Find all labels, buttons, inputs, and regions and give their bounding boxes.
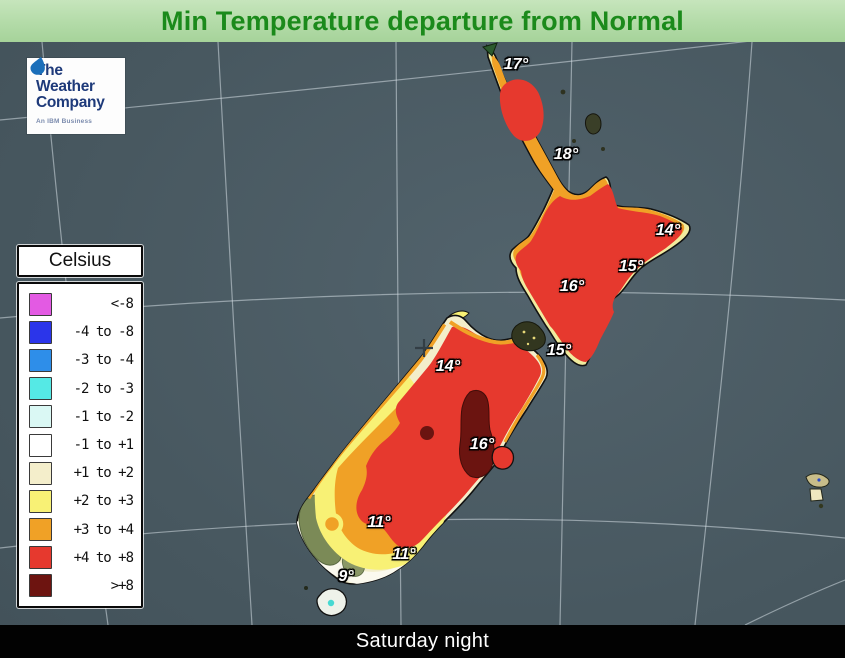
temp-label: 16° <box>469 436 495 454</box>
band-over8-dot <box>420 426 434 440</box>
legend-label: +1 to +2 <box>73 465 134 482</box>
valid-time-caption: Saturday night <box>355 630 490 652</box>
droplet-icon <box>30 56 45 75</box>
east-coast-fringe <box>503 354 546 443</box>
legend-swatch <box>29 292 52 316</box>
temp-label: 14° <box>655 222 681 240</box>
band-plus4-8-core <box>356 326 542 549</box>
legend-row: <-8 <box>29 290 135 318</box>
islet <box>560 89 566 95</box>
meridian-line <box>217 42 253 625</box>
legend-swatch <box>29 574 52 598</box>
logo-text-weather: Weather <box>36 78 95 95</box>
islet <box>572 139 576 143</box>
north-coast-fringe <box>448 320 515 345</box>
legend-row: -4 to -8 <box>29 318 135 346</box>
islet <box>304 586 308 590</box>
otago-ring-spot <box>320 512 344 536</box>
chatham-south <box>809 488 824 502</box>
stewart-island <box>304 586 348 617</box>
logo-tagline: An IBM Business <box>36 118 93 125</box>
sounds-fleck <box>532 336 536 340</box>
south-island <box>296 310 549 585</box>
sounds-fleck <box>522 330 526 334</box>
chatham-blue-fleck <box>817 478 821 482</box>
legend-label: -2 to -3 <box>73 380 134 397</box>
legend-label: +4 to +8 <box>73 549 134 566</box>
legend-row: -1 to -2 <box>29 403 135 431</box>
legend-swatch <box>29 461 52 485</box>
legend-swatch <box>29 377 52 401</box>
page-title: Min Temperature departure from Normal <box>161 5 684 36</box>
temp-label: 16° <box>559 278 585 296</box>
legend-items-box: <-8 -4 to -8 -3 to -4 -2 to -3 -1 to -2 <box>17 282 143 609</box>
temp-label: 15° <box>546 342 572 360</box>
legend-swatch <box>29 405 52 429</box>
temp-label: 18° <box>553 146 579 164</box>
legend-row: +3 to +4 <box>29 516 135 544</box>
title-bar: Min Temperature departure from Normal <box>0 0 845 43</box>
temp-label: 15° <box>618 258 644 276</box>
temp-label: 9° <box>338 568 354 586</box>
legend-label: +3 to +4 <box>73 521 134 538</box>
legend-row: -3 to -4 <box>29 346 135 374</box>
map-canvas <box>0 42 845 625</box>
temp-label: 14° <box>435 358 461 376</box>
chatham-islands <box>805 473 830 509</box>
meridian-line <box>694 42 753 625</box>
legend-swatch <box>29 320 52 344</box>
stewart-cyan-spot <box>327 599 335 607</box>
legend-label: -3 to -4 <box>73 352 134 369</box>
legend-swatch <box>29 518 52 542</box>
temp-label: 11° <box>392 546 416 564</box>
legend-row: +1 to +2 <box>29 459 135 487</box>
footer-bar: Saturday night <box>0 625 845 658</box>
temp-label: 11° <box>367 514 391 532</box>
legend-swatch <box>29 546 52 570</box>
parallel-line <box>0 42 748 121</box>
legend-label: +2 to +3 <box>73 493 134 510</box>
sounds-fleck <box>526 342 530 346</box>
temp-label: 17° <box>503 56 529 74</box>
legend-row: +2 to +3 <box>29 487 135 515</box>
islet <box>601 147 605 151</box>
legend: Celsius <-8 -4 to -8 -3 to -4 -2 to -3 <box>17 245 143 609</box>
north-island <box>482 42 691 367</box>
legend-row: -1 to +1 <box>29 431 135 459</box>
map-area: The Weather Company An IBM Business Cels… <box>0 42 845 625</box>
legend-title: Celsius <box>48 250 112 271</box>
legend-swatch <box>29 348 52 372</box>
legend-label: -4 to -8 <box>73 324 134 341</box>
legend-label: <-8 <box>110 296 134 313</box>
band-over8-blob <box>459 389 495 479</box>
banks-peninsula <box>491 445 515 470</box>
legend-label: -1 to +1 <box>73 437 134 454</box>
great-barrier-island <box>585 113 602 135</box>
cape-reinga-tip <box>482 42 498 57</box>
legend-label: -1 to -2 <box>73 408 134 425</box>
weather-company-logo: The Weather Company An IBM Business <box>27 56 125 134</box>
chatham-islet <box>818 503 824 509</box>
legend-label: >+8 <box>110 577 134 594</box>
legend-title-box: Celsius <box>17 245 143 277</box>
parallel-line <box>744 579 845 625</box>
band-plus4-8-north-core <box>515 184 683 362</box>
marlborough-sounds <box>511 321 546 352</box>
legend-swatch <box>29 489 52 513</box>
logo-line-1: The <box>30 56 125 79</box>
northland-red-blob <box>499 79 544 141</box>
legend-row: -2 to -3 <box>29 375 135 403</box>
legend-row: >+8 <box>29 572 135 600</box>
crosshair-marker <box>415 339 433 357</box>
logo-text-company: Company <box>36 94 105 111</box>
legend-row: +4 to +8 <box>29 544 135 572</box>
legend-swatch <box>29 433 52 457</box>
